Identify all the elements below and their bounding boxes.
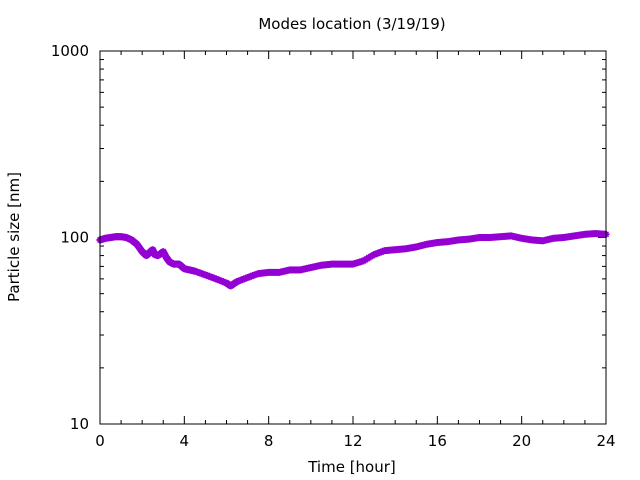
x-tick-label: 24 — [596, 432, 615, 450]
y-tick-label: 100 — [60, 229, 89, 247]
chart-title: Modes location (3/19/19) — [258, 15, 445, 33]
data-points — [96, 230, 610, 290]
x-tick-labels: 0 4 8 12 16 20 24 — [95, 432, 615, 450]
y-tick-labels: 10 100 1000 — [51, 42, 89, 433]
x-tick-label: 16 — [428, 432, 447, 450]
x-tick-label: 4 — [180, 432, 190, 450]
ticks — [99, 50, 607, 425]
x-tick-label: 12 — [343, 432, 362, 450]
y-tick-label: 10 — [70, 415, 89, 433]
plot-frame — [99, 50, 607, 425]
x-tick-label: 0 — [95, 432, 105, 450]
x-tick-label: 20 — [512, 432, 531, 450]
y-tick-label: 1000 — [51, 42, 89, 60]
y-axis-label: Particle size [nm] — [5, 172, 23, 302]
x-axis-label: Time [hour] — [307, 458, 396, 476]
x-tick-label: 8 — [264, 432, 274, 450]
